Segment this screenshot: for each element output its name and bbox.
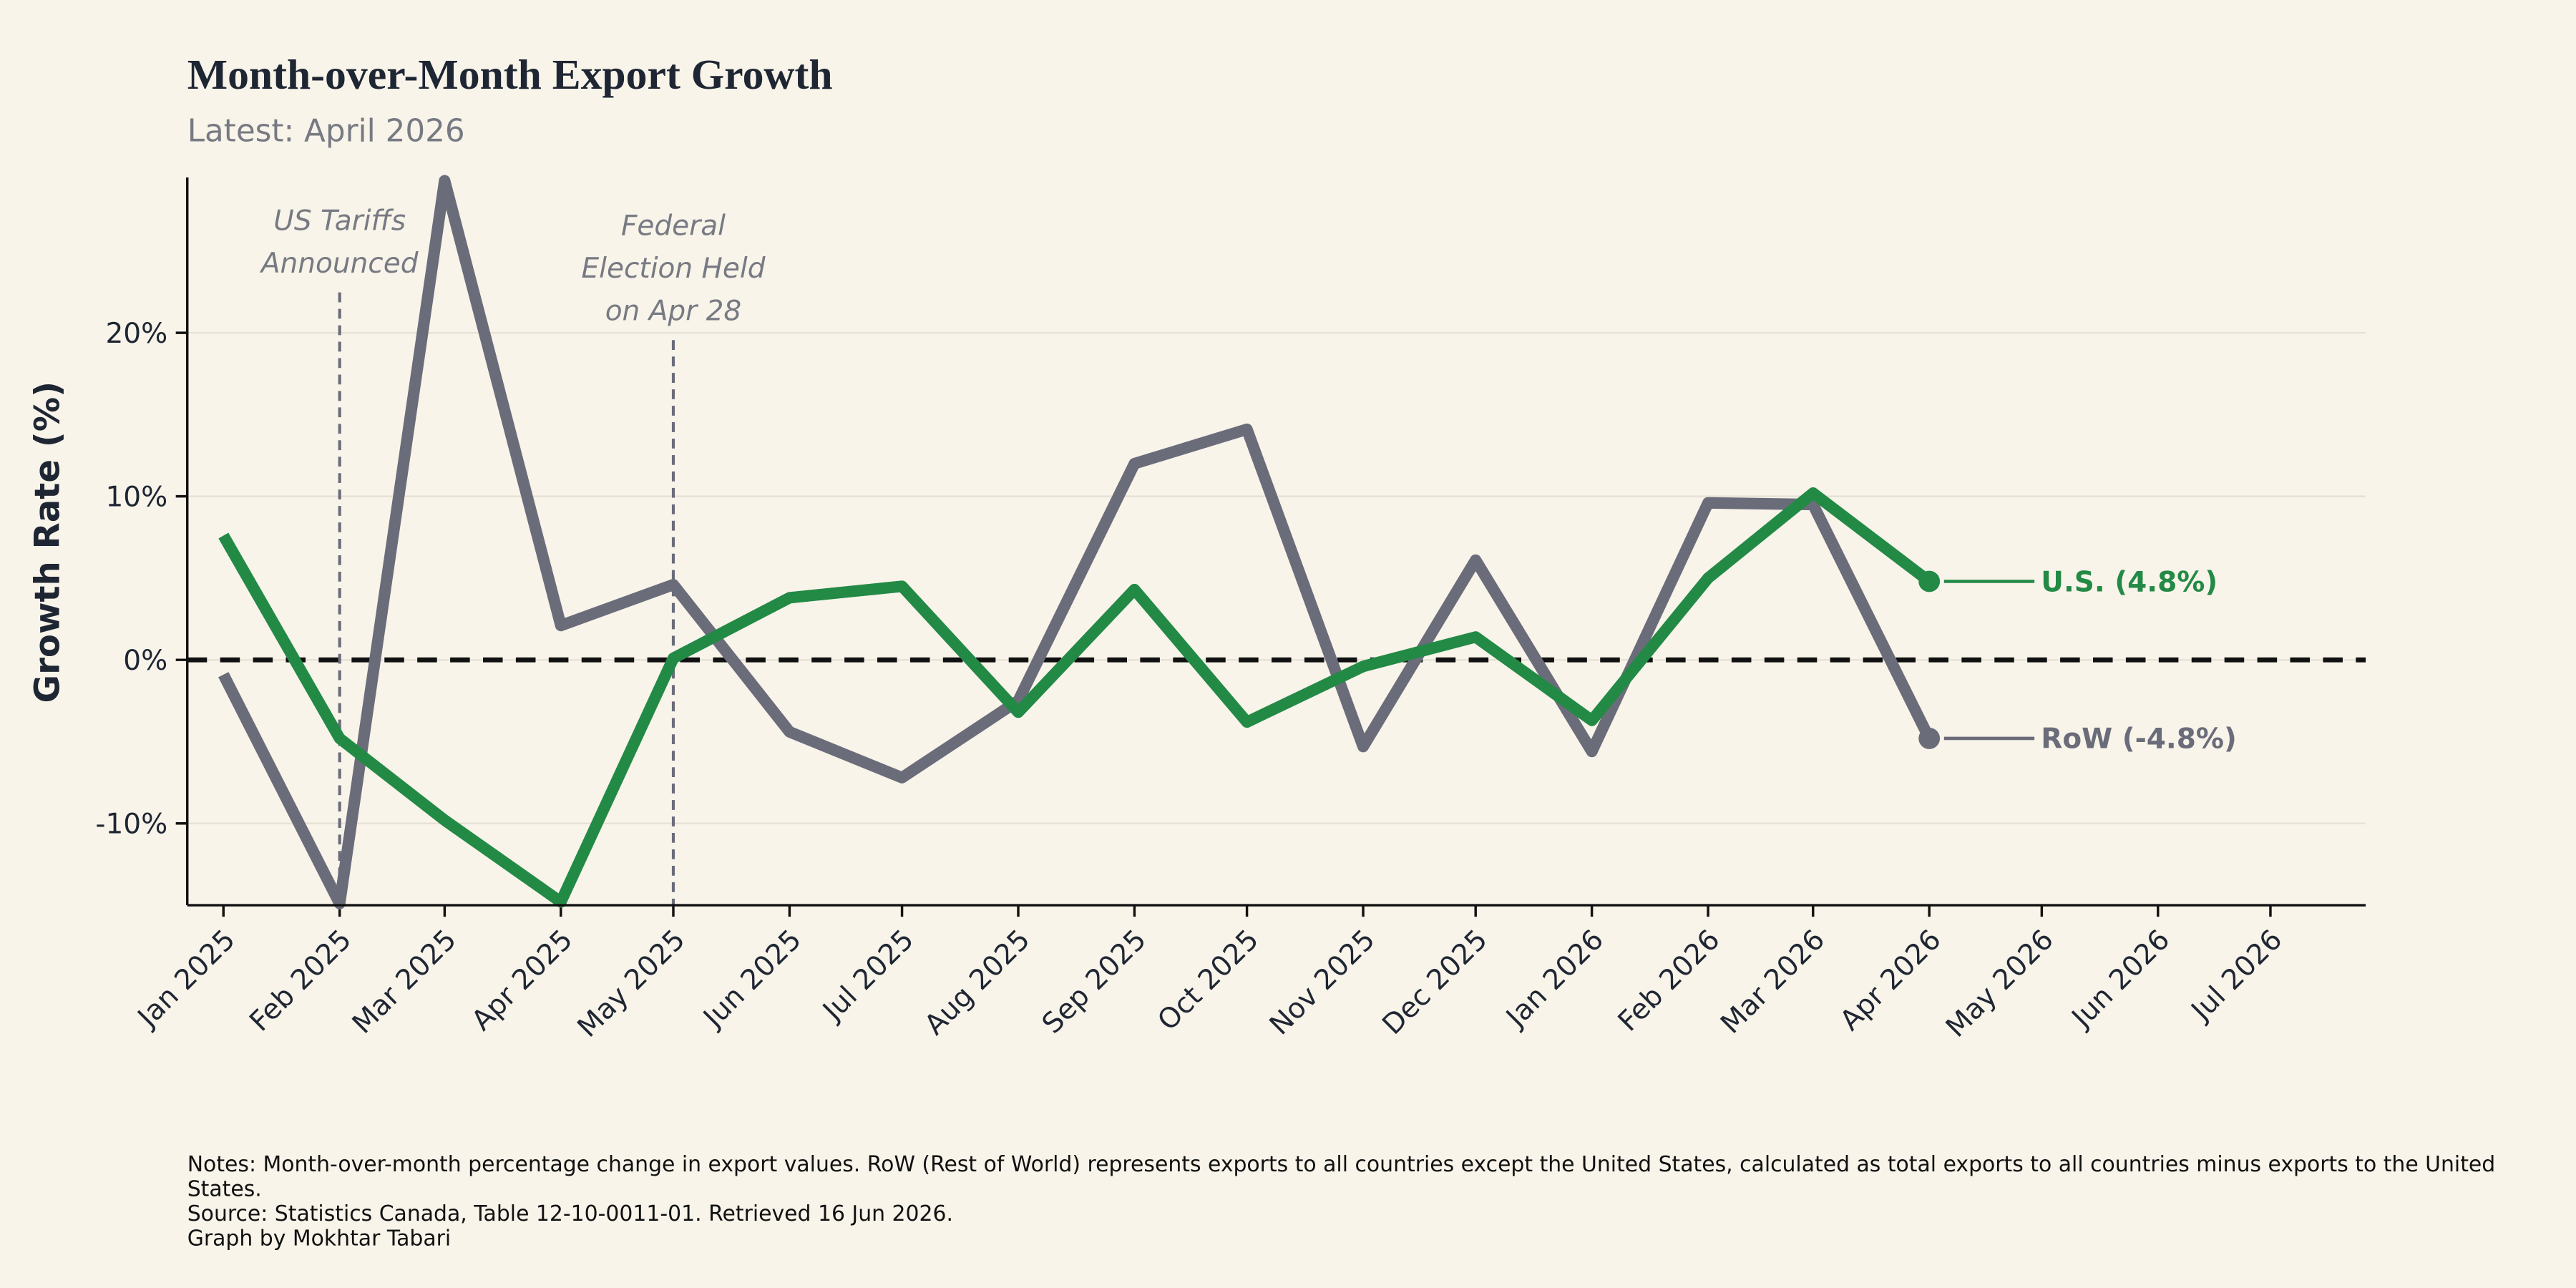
annotation-text: US Tariffs (273, 205, 406, 237)
note-line: Source: Statistics Canada, Table 12-10-0… (187, 1202, 954, 1228)
y-axis-label: Growth Rate (%) (28, 381, 68, 703)
end-point (1918, 570, 1941, 592)
note-line: Graph by Mokhtar Tabari (187, 1227, 452, 1252)
y-tick-label: -10% (95, 809, 167, 841)
note-line: Notes: Month-over-month percentage chang… (187, 1153, 2496, 1203)
end-label: U.S. (4.8%) (2041, 566, 2218, 598)
series-line (218, 175, 1935, 909)
series-line (218, 487, 1933, 908)
chart-title: Month-over-Month Export Growth (187, 51, 833, 98)
plot: US Tariffs Announced Federal Election Held o… (187, 175, 2366, 909)
notes-box: Notes: Month-over-month percentage chang… (187, 1153, 2504, 1252)
y-tick-label: 10% (105, 481, 167, 513)
annotation-text: Federal (621, 210, 726, 242)
annotation-text: Election Held (581, 253, 765, 285)
y-tick-label: 0% (123, 645, 167, 677)
notes: Notes: Month-over-month percentage chang… (187, 1153, 2504, 1252)
end-point (1918, 727, 1941, 749)
y-tick-label: 20% (105, 318, 167, 350)
end-label: RoW (-4.8%) (2041, 723, 2237, 756)
chart-subtitle: Latest: April 2026 (187, 113, 465, 149)
annotation-text: on Apr 28 (605, 296, 742, 328)
annotation-text: Announced (259, 248, 419, 280)
